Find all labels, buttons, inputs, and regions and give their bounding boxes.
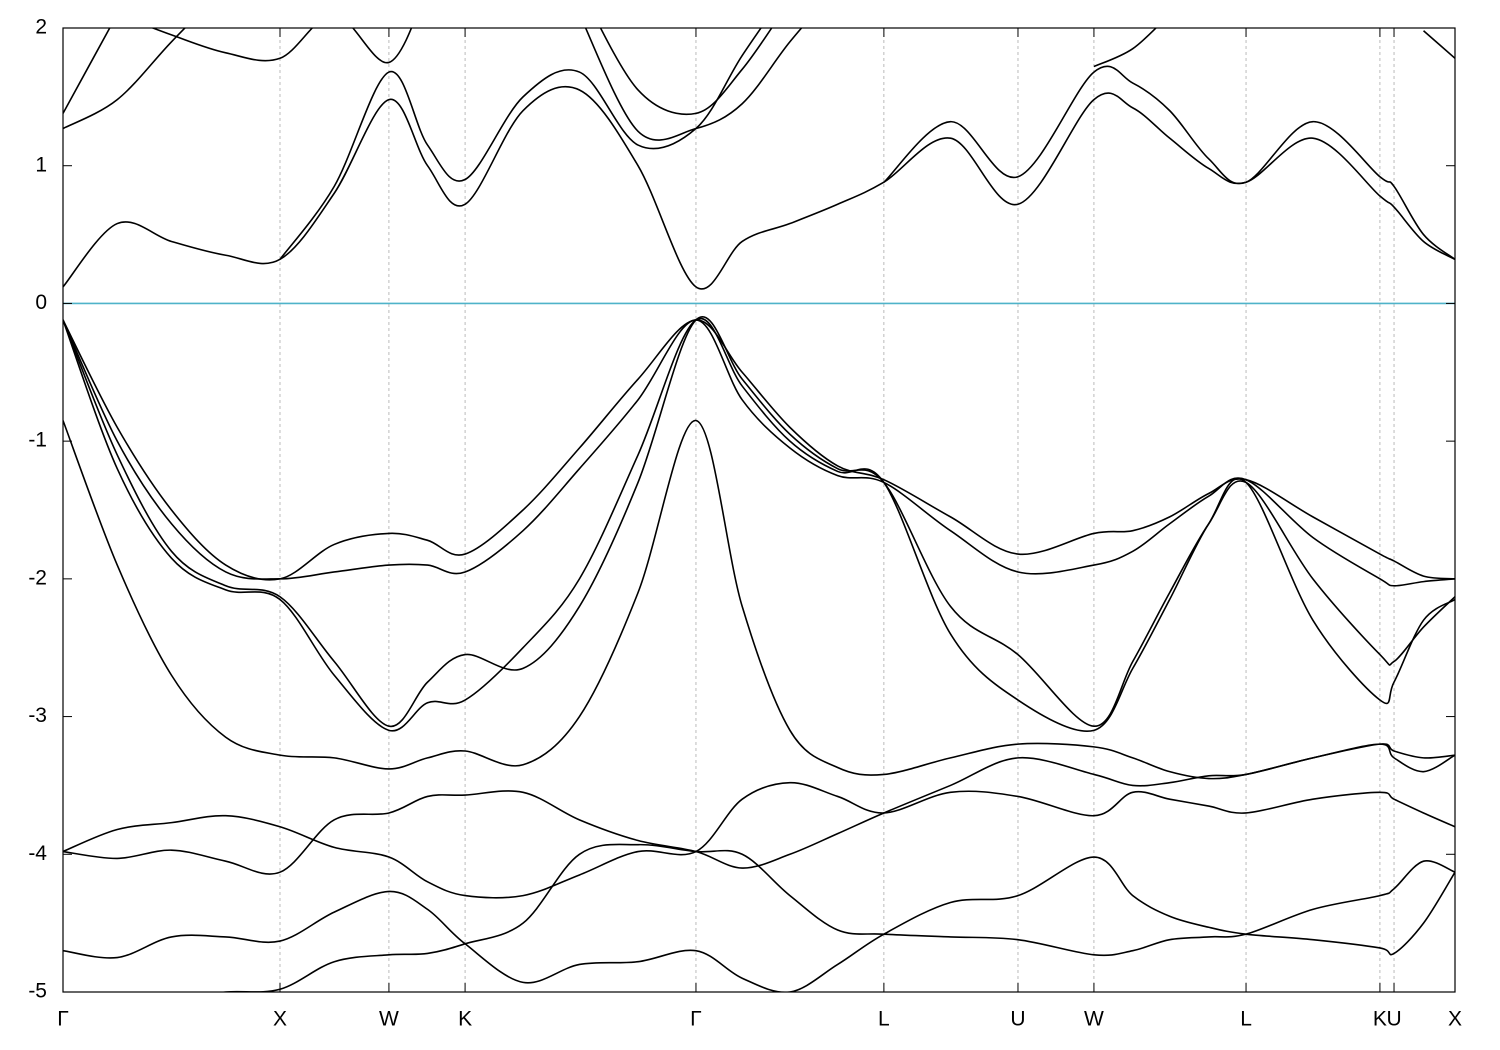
y-tick-label: -5 — [28, 980, 47, 1003]
y-tick-label: 0 — [35, 291, 47, 314]
y-tick-label: -2 — [28, 566, 47, 589]
band-line — [63, 28, 773, 116]
grid — [63, 28, 1455, 992]
y-tick-label: 1 — [35, 153, 47, 176]
band-line — [63, 743, 1455, 875]
band-line — [63, 319, 1455, 587]
y-tick-label: -4 — [28, 842, 47, 865]
x-tick-label: K — [1373, 1008, 1387, 1031]
y-tick-label: -1 — [28, 429, 47, 452]
x-tick-label: W — [379, 1008, 399, 1031]
x-tick-label: K — [458, 1008, 472, 1031]
x-tick-label: X — [1448, 1008, 1462, 1031]
x-tick-label: Γ — [690, 1008, 702, 1031]
band-line — [63, 317, 1455, 733]
x-tick-label: L — [1240, 1008, 1252, 1031]
band-line — [63, 781, 1455, 899]
x-tick-label: L — [878, 1008, 890, 1031]
x-tick-label: W — [1084, 1008, 1104, 1031]
plot-frame — [62, 27, 1456, 993]
y-tick-label: -3 — [28, 704, 47, 727]
x-tick-label: Γ — [57, 1008, 69, 1031]
x-tick-label: X — [273, 1008, 287, 1031]
band-line — [279, 28, 1455, 260]
band-line — [217, 843, 1455, 992]
band-line — [150, 28, 1455, 68]
x-tick-label: U — [1010, 1008, 1025, 1031]
bands — [63, 28, 1455, 992]
band-line — [63, 28, 803, 141]
y-tick-label: 2 — [35, 16, 47, 39]
x-tick-label: U — [1386, 1008, 1401, 1031]
band-line — [63, 856, 1455, 992]
